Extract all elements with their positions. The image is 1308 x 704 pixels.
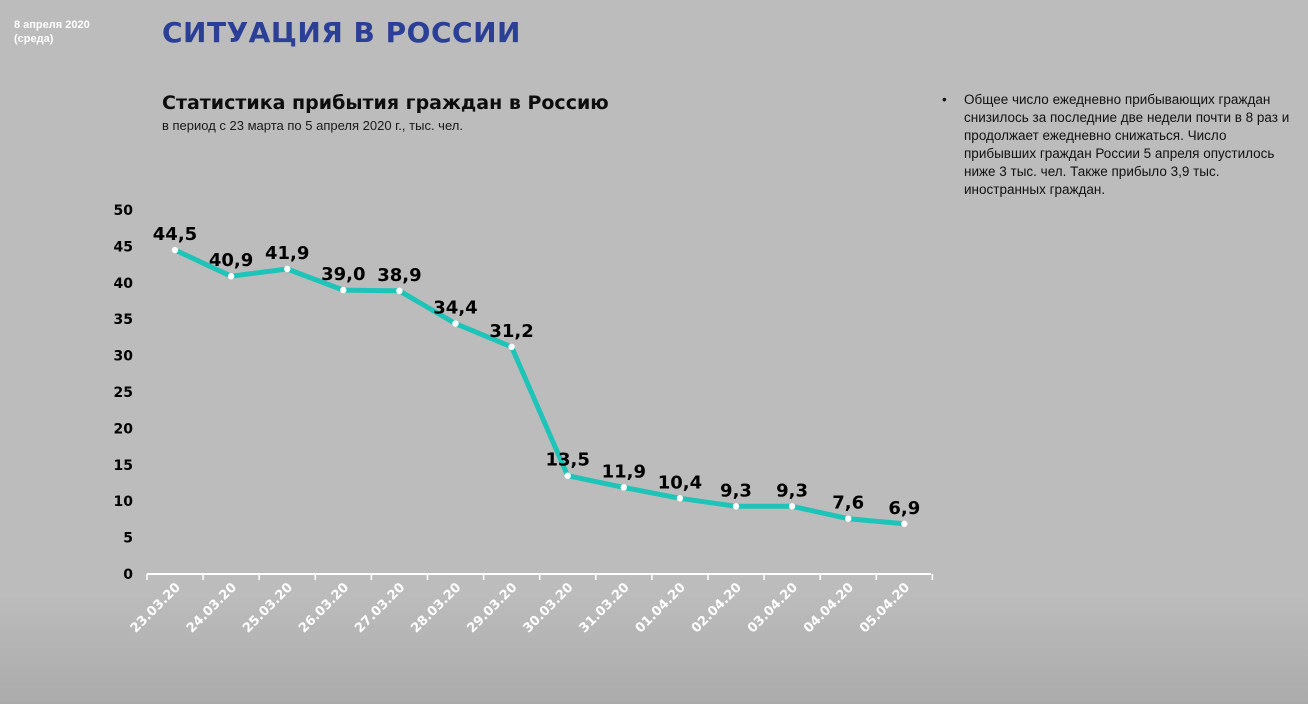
x-tick-label: 03.04.20 xyxy=(745,580,801,636)
y-tick-label: 15 xyxy=(114,458,133,474)
x-tick-label: 05.04.20 xyxy=(857,580,913,636)
data-point xyxy=(620,484,627,491)
data-point xyxy=(452,320,459,327)
x-tick-label: 23.03.20 xyxy=(128,580,184,636)
x-tick-label: 29.03.20 xyxy=(464,580,520,636)
data-label: 6,9 xyxy=(888,498,920,519)
data-point xyxy=(901,520,908,527)
data-label: 39,0 xyxy=(321,264,365,285)
x-tick-label: 01.04.20 xyxy=(633,580,689,636)
data-label: 34,4 xyxy=(433,298,477,319)
series-line xyxy=(172,247,907,527)
x-tick-label: 28.03.20 xyxy=(408,580,464,636)
page-title: СИТУАЦИЯ В РОССИИ xyxy=(162,16,521,49)
y-tick-label: 45 xyxy=(114,239,133,255)
x-tick-label: 25.03.20 xyxy=(240,580,296,636)
x-tick-label: 31.03.20 xyxy=(577,580,633,636)
data-point xyxy=(564,472,571,479)
data-label: 10,4 xyxy=(658,472,702,493)
data-label: 9,3 xyxy=(720,480,752,501)
bullet-icon: • xyxy=(942,92,947,107)
data-label: 9,3 xyxy=(776,480,808,501)
data-label: 11,9 xyxy=(602,461,646,482)
chart-subtitle: в период с 23 марта по 5 апреля 2020 г.,… xyxy=(162,118,463,133)
info-note: • Общее число ежедневно прибывающих граж… xyxy=(942,91,1298,199)
y-tick-label: 10 xyxy=(114,494,134,510)
x-tick-label: 26.03.20 xyxy=(296,580,352,636)
chart-title: Статистика прибытия граждан в Россию xyxy=(162,92,609,114)
y-tick-label: 25 xyxy=(114,385,133,401)
y-tick-label: 0 xyxy=(123,567,133,583)
y-tick-label: 5 xyxy=(123,531,133,547)
data-label: 40,9 xyxy=(209,250,253,271)
data-point xyxy=(227,273,235,280)
data-point xyxy=(788,503,796,510)
x-tick-label: 27.03.20 xyxy=(352,580,408,636)
data-label: 38,9 xyxy=(377,265,421,286)
y-tick-label: 30 xyxy=(114,349,134,365)
data-point xyxy=(340,286,347,294)
data-label: 41,9 xyxy=(265,243,309,264)
data-point xyxy=(732,503,740,510)
y-tick-label: 50 xyxy=(114,203,134,219)
date-block: 8 апреля 2020 (среда) xyxy=(14,18,90,46)
note-item: • Общее число ежедневно прибывающих граж… xyxy=(942,91,1298,199)
y-tick-label: 40 xyxy=(114,276,134,292)
data-label: 7,6 xyxy=(832,493,864,514)
data-point xyxy=(845,515,852,522)
data-label: 31,2 xyxy=(489,321,533,342)
weekday-text: (среда) xyxy=(14,33,54,45)
note-text: Общее число ежедневно прибывающих гражда… xyxy=(964,92,1290,197)
y-tick-label: 35 xyxy=(114,312,133,328)
data-point xyxy=(676,495,684,502)
data-label: 44,5 xyxy=(153,224,197,245)
data-point xyxy=(284,265,291,273)
x-tick-label: 24.03.20 xyxy=(184,580,240,636)
x-tick-label: 04.04.20 xyxy=(801,580,857,636)
data-label: 13,5 xyxy=(545,450,589,471)
data-point xyxy=(508,343,515,351)
data-point xyxy=(396,287,403,295)
data-point xyxy=(171,246,179,254)
x-tick-label: 02.04.20 xyxy=(689,580,745,636)
x-tick-label: 30.03.20 xyxy=(521,580,577,636)
y-tick-label: 20 xyxy=(114,421,134,437)
date-text: 8 апреля 2020 xyxy=(14,19,90,31)
